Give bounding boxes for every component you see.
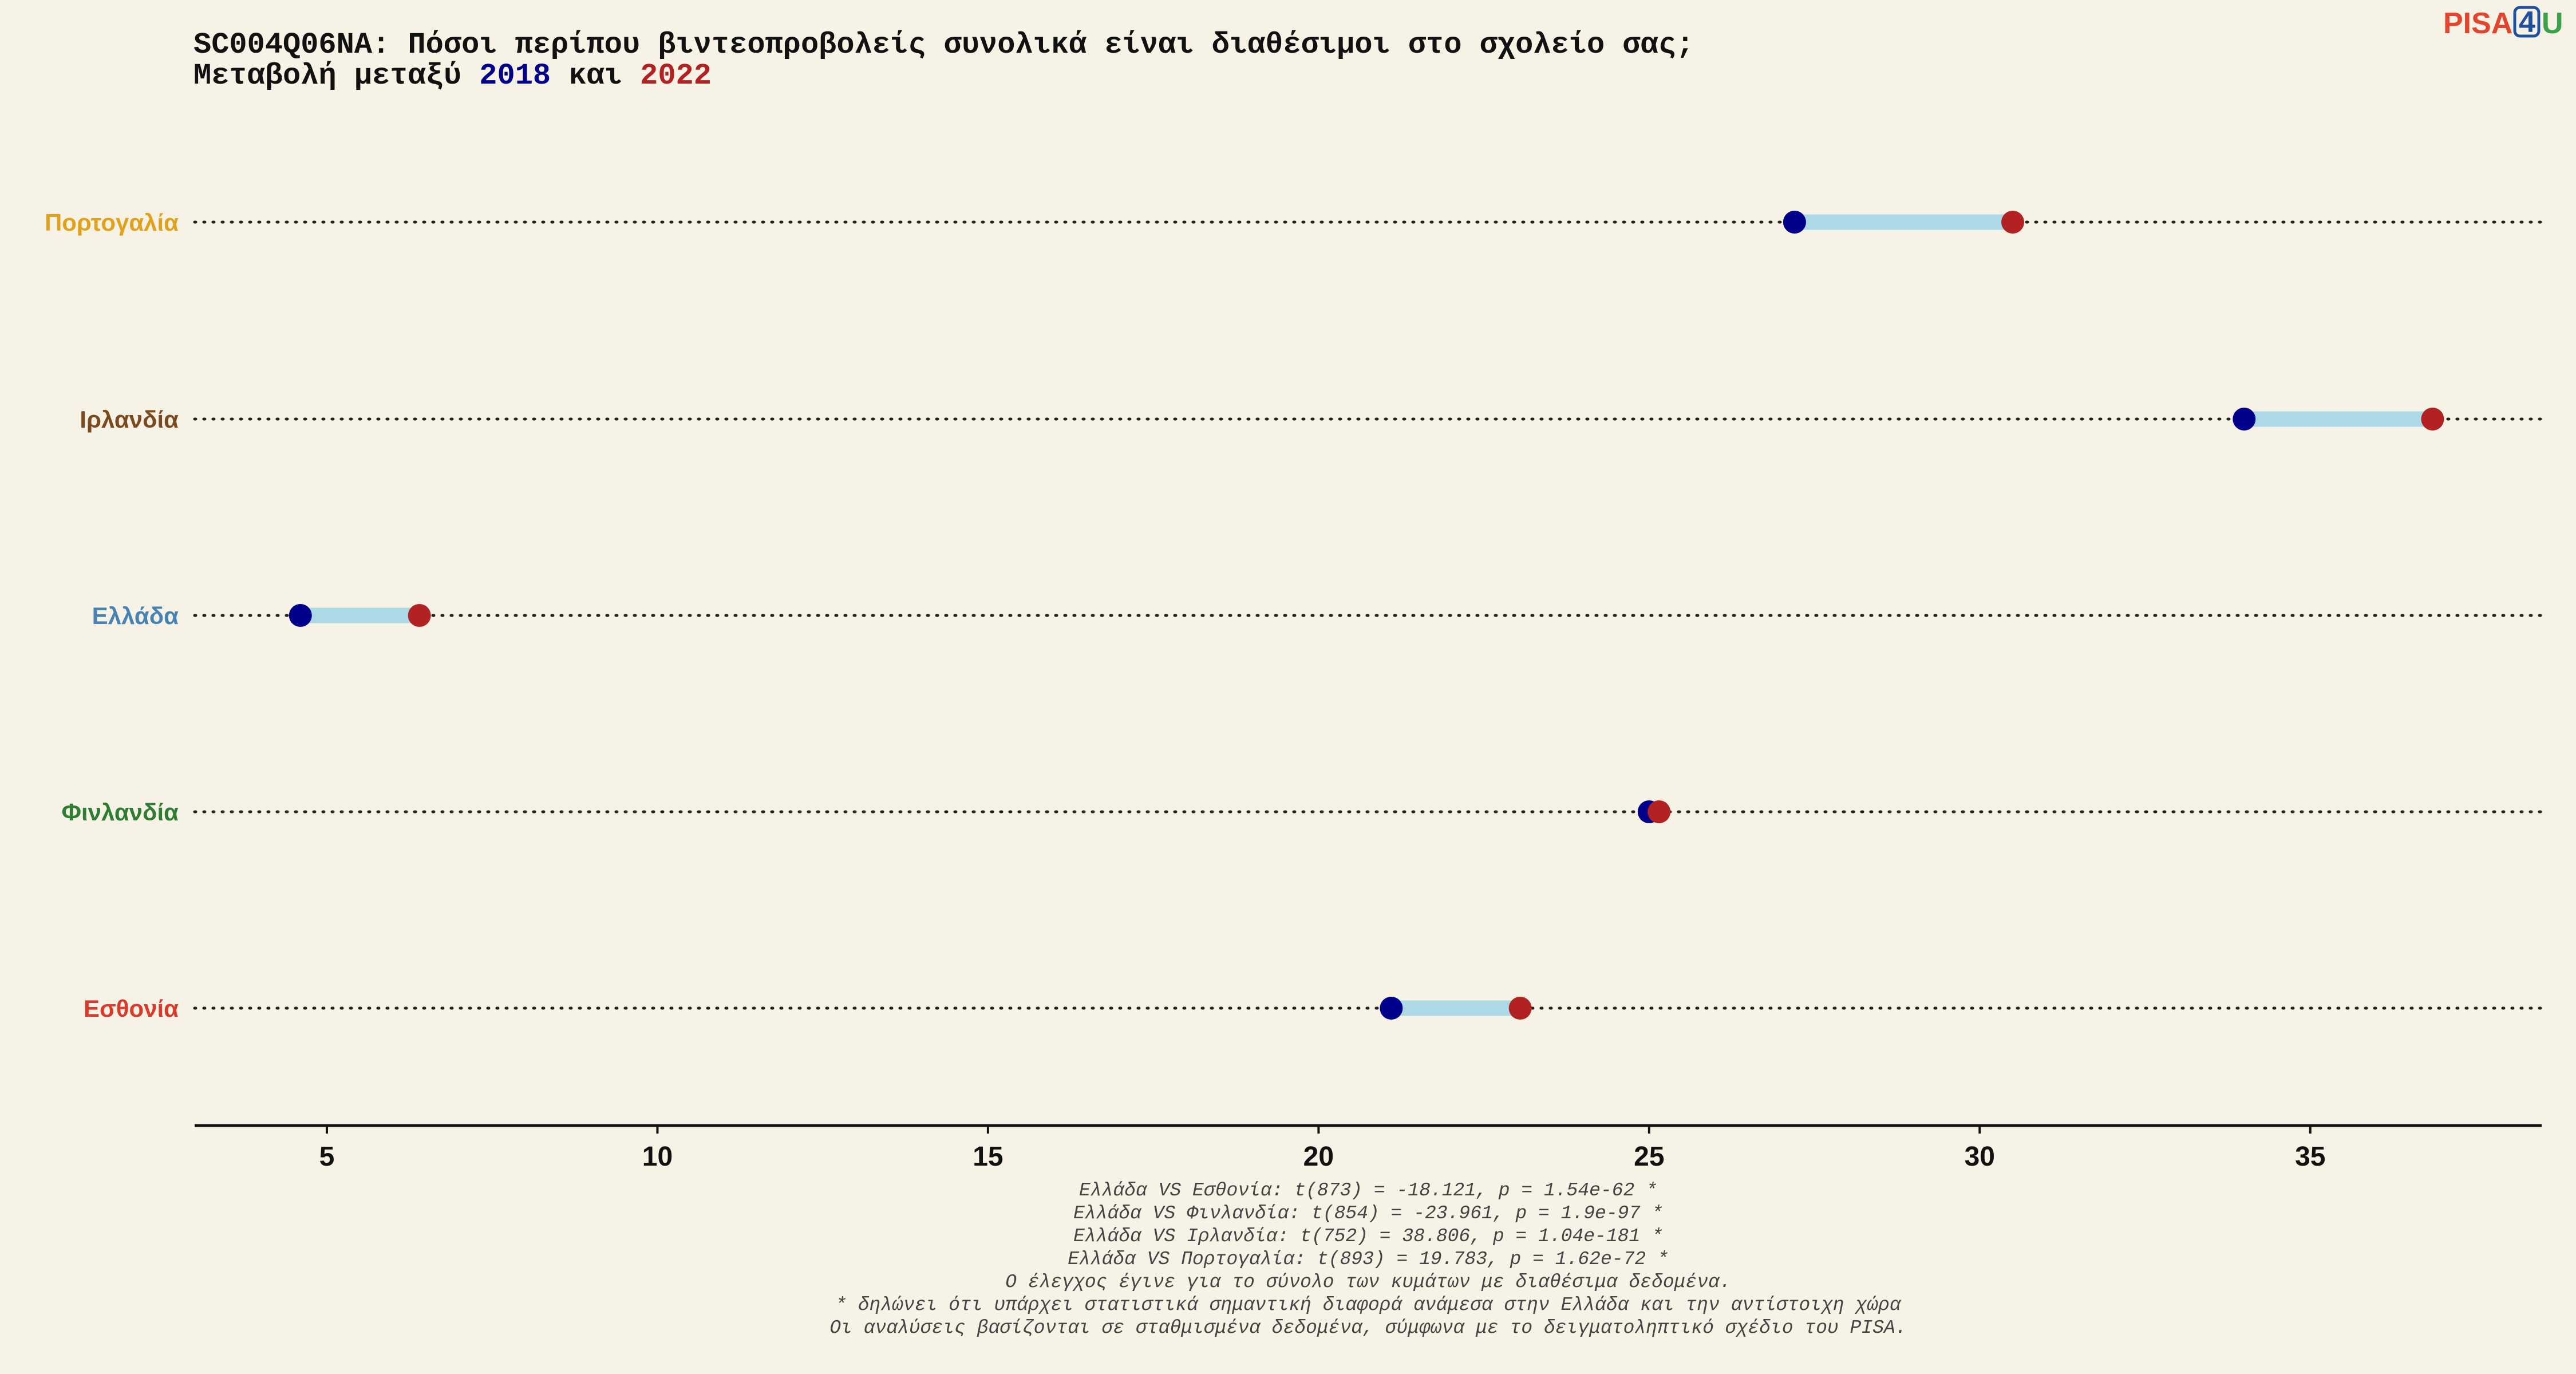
- x-tick-label: 20: [1303, 1142, 1334, 1172]
- point-2022: [408, 604, 431, 627]
- footnotes: Ελλάδα VS Εσθονία: t(873) = -18.121, p =…: [829, 1180, 1906, 1339]
- dumbbell-row-3: Ελλάδα: [92, 602, 2543, 629]
- country-label: Πορτογαλία: [45, 209, 179, 236]
- logo-pisa-text: PISA: [2443, 7, 2512, 40]
- footnote-ireland: Ελλάδα VS Ιρλανδία: t(752) = 38.806, p =…: [1073, 1226, 1663, 1247]
- year-2018-label: 2018: [479, 59, 551, 93]
- footnote-significance: * δηλώνει ότι υπάρχει στατιστικά σημαντι…: [835, 1294, 1902, 1316]
- logo-four-text: 4: [2519, 6, 2535, 39]
- x-tick-label: 5: [319, 1142, 335, 1172]
- title-line-2-mid: και: [551, 59, 640, 93]
- dumbbell-row-2: Ιρλανδία: [80, 406, 2543, 433]
- dumbbell-row-1: Πορτογαλία: [45, 209, 2543, 236]
- x-tick-label: 15: [973, 1142, 1003, 1172]
- point-2018: [289, 604, 312, 627]
- country-label: Ελλάδα: [92, 602, 179, 629]
- x-tick-label: 35: [2295, 1142, 2325, 1172]
- title-line-2: Μεταβολή μεταξύ 2018 και 2022: [193, 59, 712, 93]
- x-tick-label: 25: [1634, 1142, 1664, 1172]
- title-line-1: SC004Q06NA: Πόσοι περίπου βιντεοπροβολεί…: [193, 28, 1694, 62]
- point-2018: [2233, 408, 2256, 431]
- title-line-2-prefix: Μεταβολή μεταξύ: [193, 59, 479, 93]
- country-label: Εσθονία: [84, 995, 179, 1022]
- logo-u-text: U: [2542, 7, 2563, 40]
- logo-box-icon: [2513, 6, 2541, 38]
- footnote-portugal: Ελλάδα VS Πορτογαλία: t(893) = 19.783, p…: [1068, 1249, 1669, 1270]
- footnote-estonia: Ελλάδα VS Εσθονία: t(873) = -18.121, p =…: [1079, 1180, 1657, 1201]
- country-label: Ιρλανδία: [80, 406, 179, 433]
- point-2022: [1508, 997, 1532, 1020]
- point-2022: [2001, 211, 2025, 234]
- pisa4u-logo: PISA 4 U: [2443, 6, 2563, 40]
- point-2018: [1783, 211, 1806, 234]
- rows-layer: Πορτογαλία Ιρλανδία Ελλάδα Φινλανδία Εσθονία: [45, 209, 2543, 1022]
- footnote-weighting: Οι αναλύσεις βασίζονται σε σταθμισμένα δ…: [829, 1317, 1906, 1339]
- footnote-finland: Ελλάδα VS Φινλανδία: t(854) = -23.961, p…: [1073, 1203, 1663, 1224]
- x-tick-label: 10: [642, 1142, 673, 1172]
- x-axis: 5 10 15 20 25 30 35: [195, 1124, 2542, 1172]
- dumbbell-row-5: Εσθονία: [84, 995, 2543, 1022]
- year-2022-label: 2022: [640, 59, 712, 93]
- point-2022: [1647, 800, 1671, 823]
- footnote-method: Ο έλεγχος έγινε για το σύνολο των κυμάτω…: [1005, 1272, 1730, 1293]
- point-2022: [2421, 408, 2444, 431]
- country-label: Φινλανδία: [62, 799, 179, 826]
- x-tick-label: 30: [1965, 1142, 1995, 1172]
- point-2018: [1380, 997, 1403, 1020]
- chart-title: SC004Q06NA: Πόσοι περίπου βιντεοπροβολεί…: [193, 28, 1694, 93]
- dumbbell-row-4: Φινλανδία: [62, 799, 2543, 826]
